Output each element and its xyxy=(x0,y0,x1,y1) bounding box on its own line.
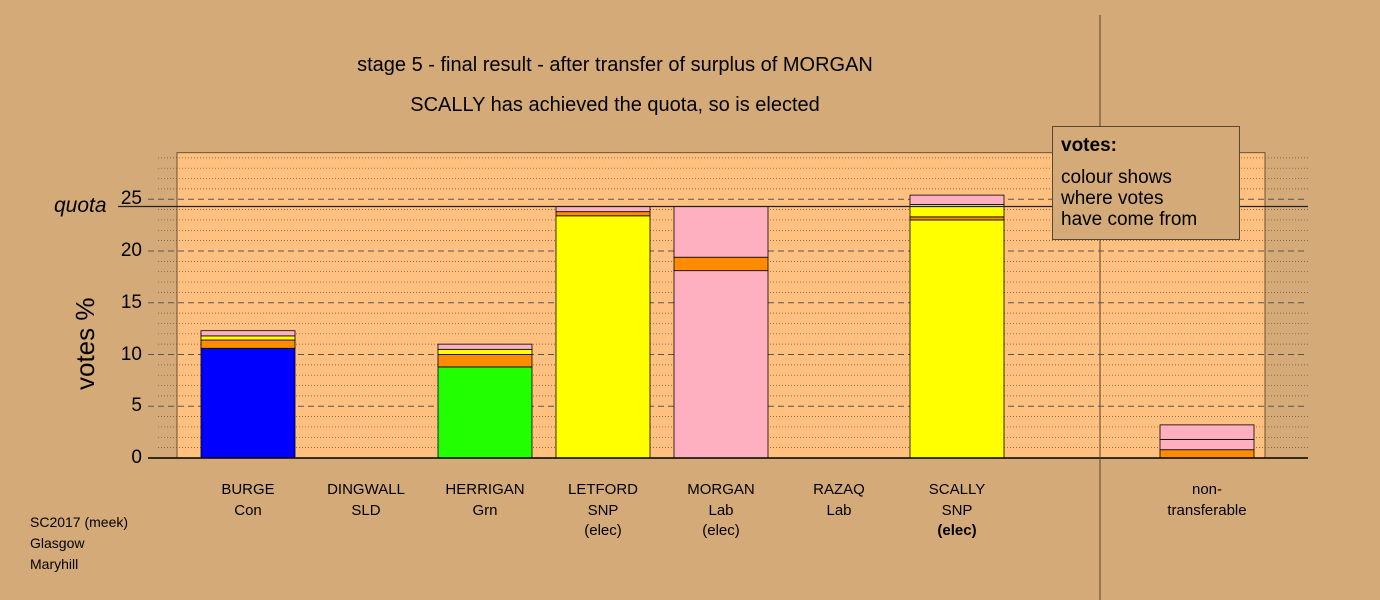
bar-segment xyxy=(437,366,533,459)
x-category-label: HERRIGAN xyxy=(445,481,525,498)
x-category-label: DINGWALL xyxy=(327,481,405,498)
footer-election: SC2017 (meek) xyxy=(30,514,129,530)
x-category-label: (elec) xyxy=(937,522,977,539)
x-category-label: Lab xyxy=(826,501,852,519)
x-category-label: BURGE xyxy=(221,481,275,498)
bar-segment xyxy=(437,354,533,368)
footer-info: SC2017 (meek) Glasgow Maryhill xyxy=(30,512,128,575)
bar-segment xyxy=(909,219,1005,459)
bar-letford xyxy=(555,206,651,459)
legend-line-3: have come from xyxy=(1061,209,1198,230)
x-category-label: transferable xyxy=(1167,501,1247,519)
bar-nontransferable xyxy=(1159,424,1255,459)
x-category-label: LETFORD xyxy=(567,481,638,498)
y-tick-label: 25 xyxy=(120,188,142,210)
x-category-label: SLD xyxy=(351,501,381,519)
bar-segment xyxy=(437,343,533,350)
x-category-label: Lab xyxy=(708,501,734,519)
legend-line-2: where votes xyxy=(1061,188,1164,209)
bar-segment xyxy=(200,347,296,459)
bar-segment xyxy=(673,206,769,258)
x-category-label: non- xyxy=(1191,481,1223,498)
x-category-label: MORGAN xyxy=(687,481,755,498)
bar-segment xyxy=(1159,449,1255,459)
bar-segment xyxy=(200,330,296,337)
bar-segment xyxy=(673,270,769,459)
bars xyxy=(200,194,1255,459)
footer-council: Glasgow xyxy=(30,535,85,551)
chart-subtitle: SCALLY has achieved the quota, so is ele… xyxy=(410,94,820,116)
bar-segment xyxy=(437,348,533,355)
footer-ward: Maryhill xyxy=(30,556,79,572)
y-axis-label: votes % xyxy=(70,297,100,391)
legend-line-1: colour shows xyxy=(1061,167,1172,188)
quota-label: quota xyxy=(54,194,107,217)
y-tick-label: 15 xyxy=(120,291,142,313)
bar-herrigan xyxy=(437,343,533,459)
bar-burge xyxy=(200,330,296,459)
bar-morgan xyxy=(673,206,769,459)
y-tick-label: 5 xyxy=(131,395,142,417)
x-category-label: SCALLY xyxy=(928,481,986,498)
bar-segment xyxy=(1159,438,1255,451)
x-category-label: RAZAQ xyxy=(813,481,865,498)
bar-segment xyxy=(673,256,769,272)
y-tick-label: 10 xyxy=(120,343,142,365)
bar-segment xyxy=(555,215,651,459)
bar-segment xyxy=(200,339,296,349)
x-category-label: SNP xyxy=(587,501,619,519)
legend: votes: colour shows where votes have com… xyxy=(1052,126,1240,240)
x-category-label: SNP xyxy=(941,501,973,519)
bar-segment xyxy=(1159,424,1255,440)
x-category-label: (elec) xyxy=(702,522,740,539)
y-tick-label: 20 xyxy=(120,240,142,261)
bar-segment xyxy=(555,211,651,217)
chart-title: stage 5 - final result - after transfer … xyxy=(357,54,873,76)
legend-title: votes: xyxy=(1061,135,1117,156)
y-tick-label: 0 xyxy=(131,447,142,468)
x-category-label: Grn xyxy=(472,501,498,519)
x-category-label: (elec) xyxy=(584,522,622,539)
bar-segment xyxy=(909,216,1005,221)
bar-segment xyxy=(555,206,651,213)
bar-segment xyxy=(909,194,1005,205)
x-category-label: Con xyxy=(234,501,262,519)
bar-segment xyxy=(200,335,296,341)
bar-scally xyxy=(909,194,1005,459)
